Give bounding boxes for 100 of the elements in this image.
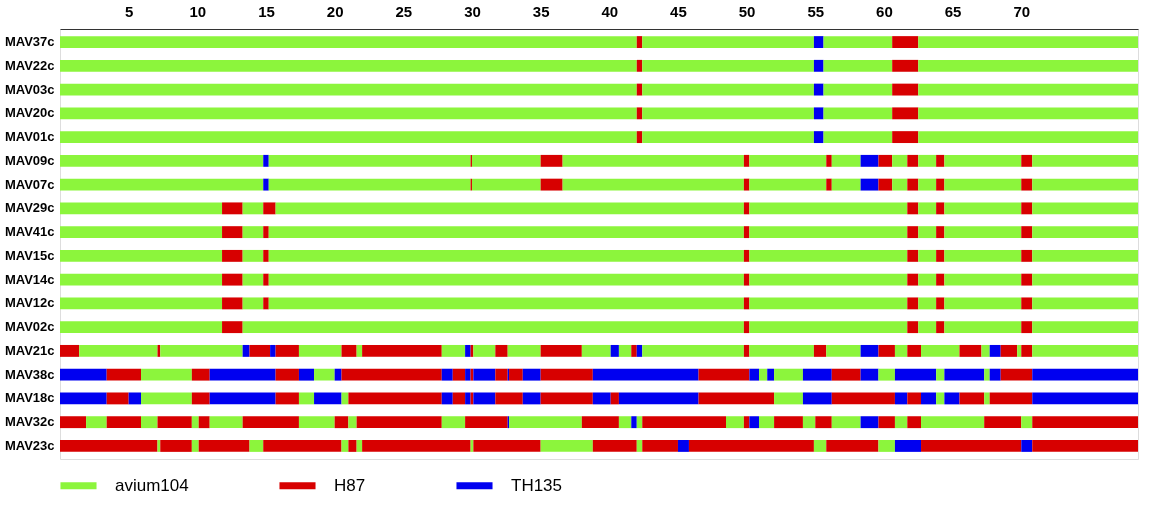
bar — [242, 226, 264, 239]
bar — [642, 59, 814, 72]
bar — [907, 202, 919, 215]
bar — [743, 178, 750, 191]
bar — [60, 202, 223, 215]
bar — [1032, 249, 1138, 262]
bar — [944, 226, 1022, 239]
bar — [743, 154, 750, 167]
bar — [907, 297, 919, 310]
bar — [749, 249, 908, 262]
bar — [936, 297, 945, 310]
bar — [1032, 178, 1138, 191]
bar — [60, 36, 637, 49]
bar — [222, 226, 243, 239]
legend-label: avium104 — [115, 475, 189, 495]
bar — [60, 83, 637, 96]
bar — [936, 154, 945, 167]
bar — [1032, 273, 1138, 286]
y-tick-label: MAV03c — [4, 81, 55, 97]
bar — [749, 273, 908, 286]
bar — [918, 83, 1138, 96]
y-tick-label: MAV09c — [4, 152, 55, 168]
bar — [642, 36, 814, 49]
bar — [441, 416, 466, 429]
bar — [831, 416, 861, 429]
bar — [263, 226, 269, 239]
bar — [743, 249, 750, 262]
bar — [60, 249, 223, 262]
bar — [263, 249, 269, 262]
bar — [944, 273, 1022, 286]
bar — [944, 297, 1022, 310]
bar — [984, 392, 990, 405]
bar — [936, 202, 945, 215]
bar — [636, 439, 643, 452]
bar — [1021, 273, 1033, 286]
bar — [918, 202, 937, 215]
bar — [60, 178, 264, 191]
bar — [1017, 344, 1022, 357]
y-tick-label: MAV22c — [4, 57, 55, 73]
bar — [222, 273, 243, 286]
y-tick-label: MAV37c — [4, 34, 55, 50]
bar — [1032, 416, 1138, 429]
bar — [642, 131, 814, 144]
bar — [831, 178, 861, 191]
bar — [562, 154, 744, 167]
bar — [495, 392, 523, 405]
bar — [767, 368, 775, 381]
bar — [944, 202, 1022, 215]
bar — [222, 321, 243, 334]
bar — [918, 59, 1138, 72]
bar — [441, 344, 466, 357]
bar — [936, 392, 945, 405]
bar — [878, 368, 895, 381]
bar — [936, 178, 945, 191]
x-tick-label: 45 — [670, 2, 687, 20]
bar — [636, 83, 643, 96]
bar — [298, 344, 342, 357]
bar — [540, 392, 593, 405]
bar — [1021, 344, 1033, 357]
bar — [268, 249, 744, 262]
bar — [989, 368, 1001, 381]
bar — [1032, 344, 1138, 357]
bar — [918, 273, 937, 286]
bar — [242, 273, 264, 286]
bar — [984, 416, 1022, 429]
bar — [743, 344, 750, 357]
x-tick-label: 65 — [944, 2, 962, 20]
bar — [688, 439, 814, 452]
bar — [60, 107, 637, 120]
x-tick-label: 35 — [532, 2, 550, 20]
bar — [1032, 202, 1138, 215]
bar — [907, 392, 922, 405]
bar — [106, 368, 142, 381]
bar — [749, 321, 908, 334]
x-tick-label: 20 — [326, 2, 344, 20]
y-tick-label: MAV23c — [4, 437, 55, 453]
bar — [275, 368, 299, 381]
y-tick-label: MAV20c — [4, 105, 55, 121]
x-tick-label: 40 — [601, 2, 619, 20]
y-tick-label: MAV21c — [4, 342, 55, 358]
bar — [1032, 154, 1138, 167]
bar — [60, 226, 223, 239]
bar — [831, 392, 895, 405]
bar — [749, 154, 827, 167]
bar — [936, 226, 945, 239]
bar — [918, 131, 1138, 144]
bar — [749, 226, 908, 239]
bar — [1032, 392, 1138, 405]
bar — [581, 344, 611, 357]
bar — [362, 344, 442, 357]
bar — [802, 392, 832, 405]
bar — [907, 178, 919, 191]
bar — [918, 36, 1138, 49]
bar — [743, 273, 750, 286]
bar — [936, 321, 945, 334]
bar — [263, 202, 276, 215]
bar — [1021, 178, 1033, 191]
bar — [743, 226, 750, 239]
bar — [749, 202, 908, 215]
bar — [813, 439, 827, 452]
